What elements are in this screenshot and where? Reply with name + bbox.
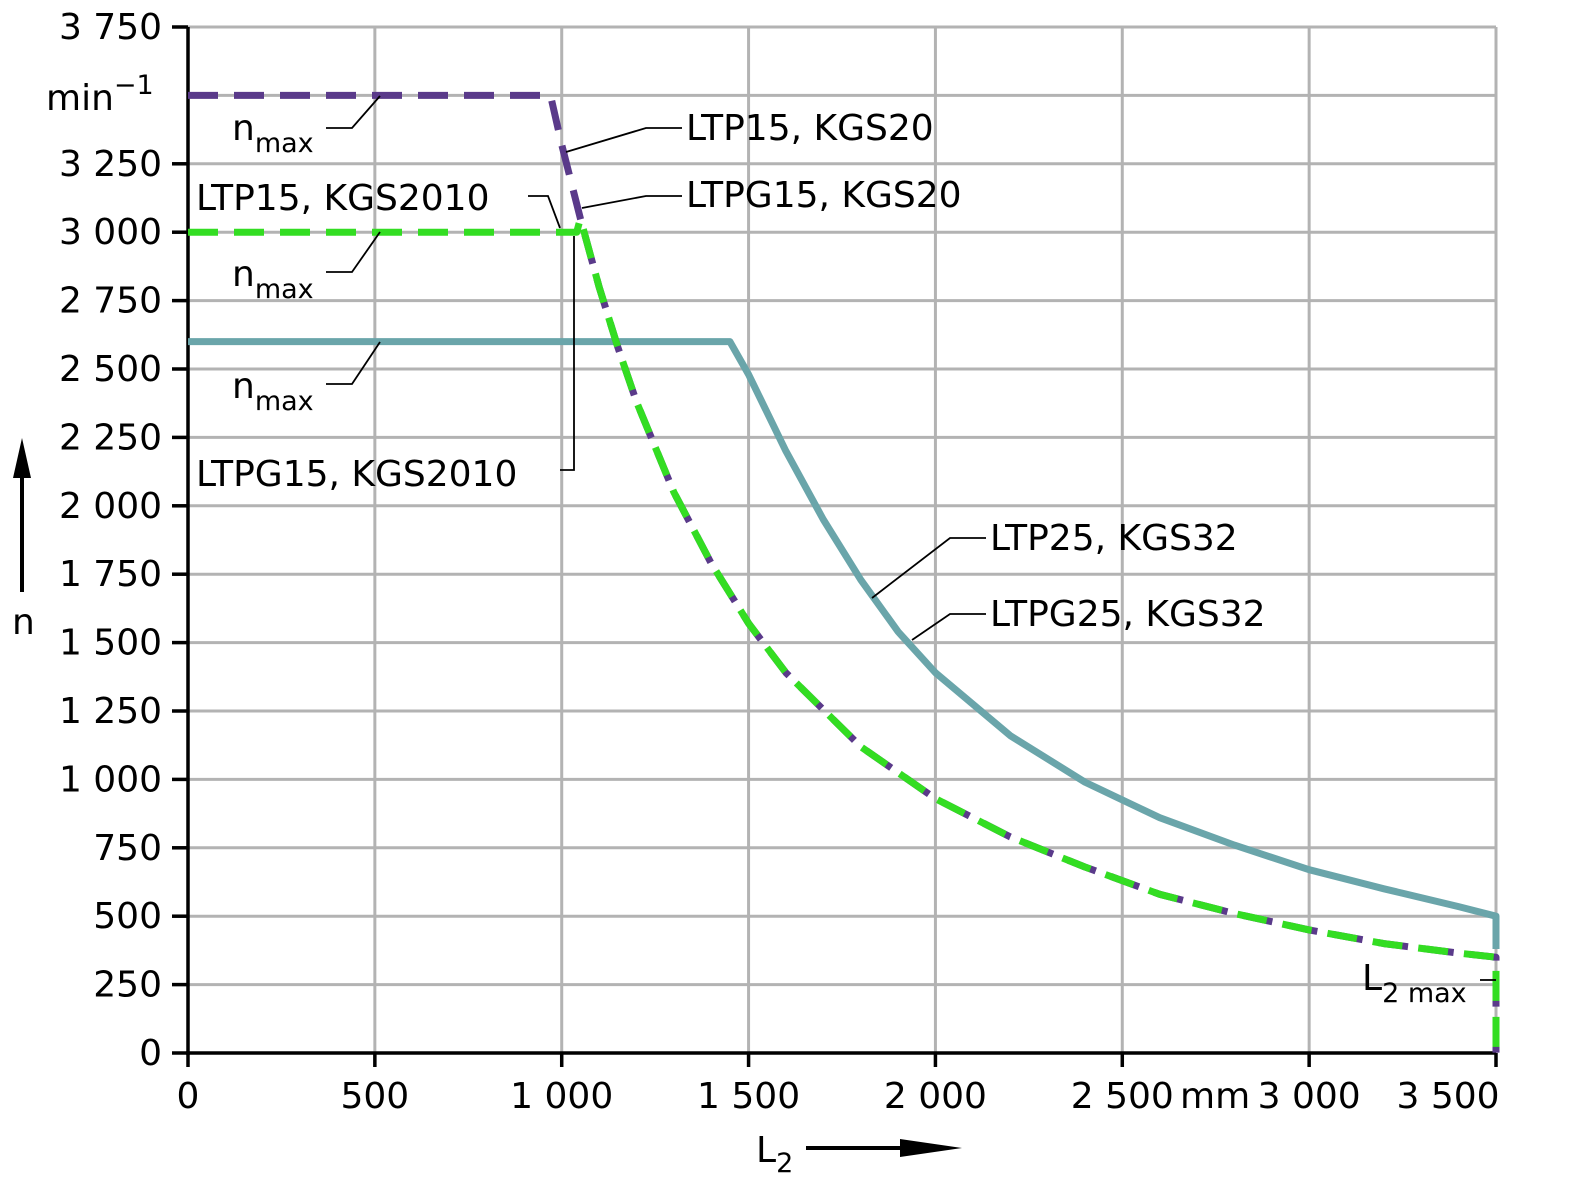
annotation-leader — [565, 127, 682, 153]
x-tick-label: 1 500 — [697, 1076, 800, 1117]
x-tick-label: 1 000 — [510, 1076, 613, 1117]
ltpg25-kgs32-label: LTPG25, KGS32 — [990, 594, 1266, 635]
annotation-leader — [326, 231, 381, 273]
y-tick-label: 2 500 — [59, 349, 162, 390]
annotation-leader — [560, 236, 575, 471]
x-axis-arrow — [806, 1139, 962, 1157]
annotation-leader — [871, 537, 986, 599]
x-tick-label: 0 — [177, 1076, 200, 1117]
nmax-label-3: nmax — [232, 366, 314, 417]
x-axis-label: L2 — [756, 1130, 793, 1179]
y-tick-label: 2 000 — [59, 486, 162, 527]
y-tick-label: 250 — [93, 965, 162, 1006]
ltpg15-kgs20-label: LTPG15, KGS20 — [686, 175, 962, 216]
y-unit-label: min−1 — [46, 70, 154, 119]
x-tick-label: 2 500 — [1071, 1076, 1174, 1117]
ltp25-kgs32-label: LTP25, KGS32 — [990, 518, 1238, 559]
annotation-leader — [326, 341, 381, 385]
y-tick-label: 3 750 — [59, 7, 162, 48]
y-tick-label: 0 — [139, 1033, 162, 1074]
ltp15-kgs2010-label: LTP15, KGS2010 — [196, 178, 489, 219]
y-tick-label: 1 500 — [59, 623, 162, 664]
l2max-label: L2 max — [1362, 958, 1467, 1009]
ltp15-kgs20-label: LTP15, KGS20 — [686, 108, 934, 149]
y-tick-label: 2 750 — [59, 281, 162, 322]
annotation-leader — [911, 613, 986, 641]
x-tick-label: 3 500 — [1396, 1076, 1499, 1117]
series-lines — [188, 91, 1500, 1053]
y-tick-label: 1 750 — [59, 554, 162, 595]
y-tick-label: 750 — [93, 828, 162, 869]
y-tick-label: 1 000 — [59, 759, 162, 800]
x-tick-label: 2 000 — [884, 1076, 987, 1117]
y-tick-label: 3 000 — [59, 212, 162, 253]
x-tick-label: 500 — [340, 1076, 409, 1117]
nmax-label-1: nmax — [232, 108, 314, 159]
x-tick-label: 3 000 — [1258, 1076, 1361, 1117]
nmax-label-2: nmax — [232, 254, 314, 305]
y-tick-label: 2 250 — [59, 417, 162, 458]
annotation-leader — [326, 95, 381, 129]
x-unit-label: mm — [1180, 1076, 1250, 1117]
tick-labels: 0 250 500 750 1 000 1 250 1 500 1 750 2 000 2 250… — [59, 7, 1500, 1117]
annotation-leader — [528, 195, 561, 229]
y-tick-label: 3 250 — [59, 144, 162, 185]
y-axis-label: n — [12, 602, 35, 643]
annotation-leader — [581, 195, 682, 209]
ltpg15-kgs2010-label: LTPG15, KGS2010 — [196, 454, 517, 495]
series-line-1 — [188, 338, 1500, 949]
y-tick-label: 1 250 — [59, 691, 162, 732]
y-tick-label: 500 — [93, 896, 162, 937]
axes — [172, 25, 1498, 1067]
y-axis-arrow — [13, 438, 31, 592]
annotation-leaders — [326, 95, 1496, 981]
